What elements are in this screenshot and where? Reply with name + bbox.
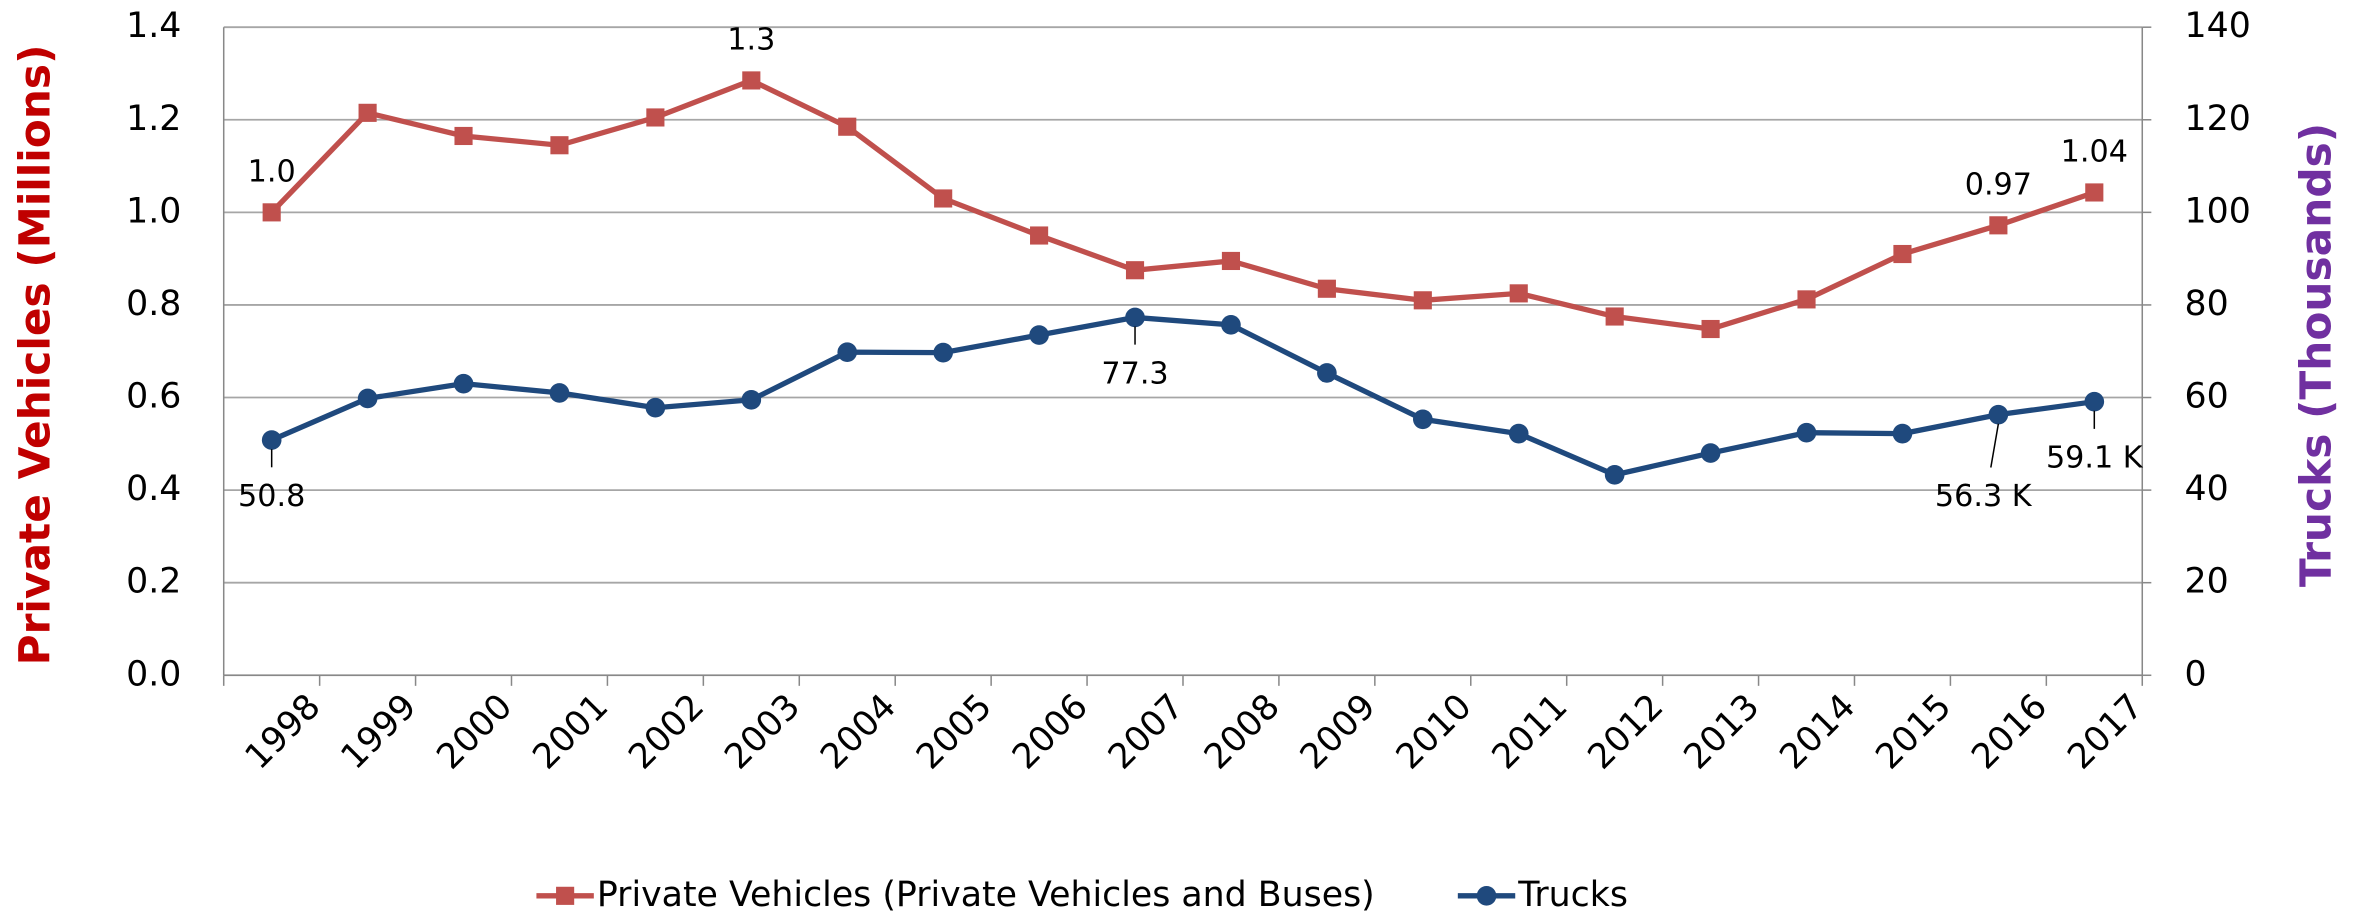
y-tick-label: 1.4: [126, 6, 181, 46]
y2-tick-label: 60: [2185, 377, 2229, 417]
marker: [357, 388, 378, 409]
data-label: 77.3: [1101, 356, 1168, 391]
y2-tick-label: 80: [2185, 284, 2229, 324]
x-tick-label: 2001: [525, 687, 616, 778]
marker: [1508, 423, 1529, 444]
marker: [1221, 315, 1241, 335]
x-tick-label: 2016: [1964, 687, 2055, 778]
marker: [646, 108, 665, 127]
x-tick-label: 2009: [1293, 687, 1384, 778]
marker: [1989, 216, 2008, 235]
y2-tick-label: 100: [2185, 191, 2251, 231]
marker: [454, 126, 473, 146]
y2-tick-label: 140: [2185, 6, 2251, 46]
marker: [549, 383, 570, 403]
x-tick-label: 2012: [1581, 687, 1672, 778]
x-tick-label: 2008: [1197, 687, 1288, 778]
marker: [742, 71, 761, 90]
data-label: 0.97: [1965, 168, 2032, 203]
data-label: 1.04: [2061, 135, 2128, 170]
x-tick-label: 2015: [1868, 687, 1959, 778]
data-label: 1.0: [248, 155, 296, 190]
marker: [1221, 251, 1241, 271]
x-tick-label: 1998: [238, 687, 329, 778]
marker: [2084, 391, 2105, 412]
x-tick-label: 2014: [1772, 687, 1863, 778]
x-tick-label: 2004: [813, 687, 904, 778]
x-tick-label: 2005: [909, 687, 1000, 778]
marker: [741, 390, 762, 410]
marker: [1892, 423, 1913, 444]
marker: [1700, 443, 1721, 463]
marker: [1605, 307, 1624, 326]
legend-label: Private Vehicles (Private Vehicles and B…: [597, 875, 1375, 915]
marker: [358, 103, 377, 122]
marker: [837, 342, 858, 362]
series-line: [269, 77, 2096, 332]
marker: [645, 397, 666, 418]
marker: [1796, 422, 1817, 443]
data-label: 56.3 K: [1935, 479, 2033, 514]
y-tick-label: 1.0: [126, 191, 181, 231]
marker: [2085, 183, 2104, 202]
y2-tick-label: 40: [2185, 469, 2229, 509]
x-tick-label: 2011: [1485, 687, 1576, 778]
leader-line: [1990, 423, 2000, 468]
series-line: [270, 314, 2095, 478]
data-label: 50.8: [238, 479, 305, 514]
x-tick-label: 2007: [1101, 687, 1192, 778]
marker: [1988, 404, 2009, 425]
marker: [1030, 226, 1049, 245]
x-tick-label: 2010: [1389, 687, 1480, 778]
legend-label: Trucks: [1517, 875, 1628, 915]
marker: [1509, 284, 1528, 303]
marker: [1701, 319, 1720, 339]
marker: [1604, 465, 1625, 485]
y2-axis-title: Trucks (Thousands): [2292, 123, 2341, 587]
y2-tick-label: 0: [2185, 654, 2207, 694]
marker: [261, 430, 282, 450]
x-tick-label: 2017: [2060, 687, 2151, 778]
marker: [1125, 261, 1145, 280]
y2-tick-label: 20: [2185, 562, 2229, 602]
marker: [1412, 409, 1433, 430]
marker: [453, 373, 474, 394]
legend-marker: [1476, 886, 1497, 906]
marker: [262, 203, 281, 222]
marker: [1317, 279, 1336, 298]
marker: [1893, 244, 1912, 264]
x-tick-label: 1999: [334, 687, 425, 778]
y-axis-title: Private Vehicles (Millions): [10, 45, 59, 666]
data-label: 59.1 K: [2046, 441, 2144, 476]
legend-marker: [556, 886, 575, 905]
x-tick-label: 2000: [430, 687, 521, 778]
marker: [933, 342, 953, 363]
y-tick-label: 0.4: [126, 469, 181, 509]
marker: [838, 117, 857, 136]
y-tick-label: 0.2: [126, 562, 181, 602]
marker: [1317, 363, 1337, 383]
marker: [1125, 307, 1145, 328]
marker: [934, 189, 953, 208]
y-tick-label: 0.8: [126, 284, 181, 324]
marker: [1029, 325, 1049, 345]
marker: [1413, 291, 1432, 310]
x-tick-label: 2002: [621, 687, 712, 778]
marker: [1797, 290, 1816, 309]
x-tick-label: 2003: [717, 687, 808, 778]
x-tick-label: 2006: [1005, 687, 1096, 778]
y-tick-label: 1.2: [126, 99, 181, 139]
y-tick-label: 0.6: [126, 377, 181, 417]
y-tick-label: 0.0: [126, 654, 181, 694]
data-label: 1.3: [727, 23, 775, 58]
marker: [550, 136, 569, 155]
x-tick-label: 2013: [1677, 687, 1768, 778]
y2-tick-label: 120: [2185, 99, 2251, 139]
